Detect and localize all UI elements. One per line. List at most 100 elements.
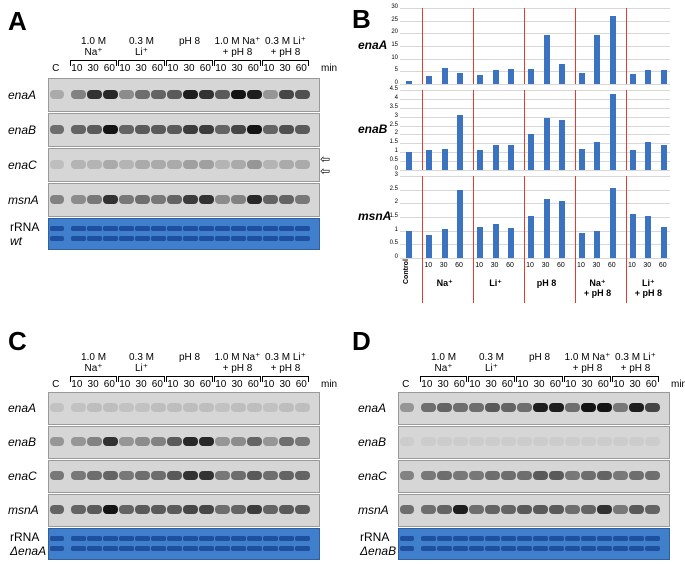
blot-band <box>118 159 134 169</box>
condition-bracket <box>564 376 611 382</box>
blot-band <box>645 505 661 514</box>
x-control-label: Control <box>403 259 411 284</box>
rrna-band-upper <box>468 536 484 541</box>
time-label: 10 <box>167 379 179 390</box>
x-time-label: 60 <box>607 262 616 269</box>
x-group-label: Na⁺ <box>436 278 453 288</box>
bar-enaA-10 <box>579 72 586 84</box>
condition-bracket <box>118 60 165 66</box>
blot-band <box>214 194 230 204</box>
blot-band <box>183 437 198 446</box>
gridline <box>400 258 670 259</box>
time-label: 60 <box>247 379 259 390</box>
condition-line-1: pH 8 <box>178 352 201 363</box>
condition-header: 0.3 M Li⁺ + pH 8 <box>250 36 320 58</box>
control-label: C <box>402 379 410 390</box>
bar-enaA-6 <box>508 68 515 84</box>
condition-header: pH 8 <box>155 36 225 47</box>
group-separator <box>524 8 526 84</box>
condition-bracket <box>214 376 261 382</box>
blot-band <box>516 403 532 412</box>
condition-line-2: + pH 8 <box>270 47 301 58</box>
chart-series-label: enaB <box>358 122 388 136</box>
y-tick-label: 20 <box>391 29 398 36</box>
control-label: C <box>52 63 60 74</box>
blot-band <box>166 505 182 514</box>
blot-band <box>279 89 294 99</box>
blot-band <box>231 89 246 99</box>
condition-header: 1.0 M Na⁺ + pH 8 <box>202 36 272 58</box>
bar-enaA-9 <box>559 63 565 84</box>
gridline <box>400 125 670 127</box>
blot-band <box>199 437 215 446</box>
blot-band <box>214 471 230 480</box>
blot-band <box>183 403 198 412</box>
gene-label: msnA <box>358 503 389 517</box>
rrna-band-lower <box>135 546 150 551</box>
control-label: C <box>52 379 60 390</box>
blot-band <box>118 471 134 480</box>
time-label: 30 <box>231 63 243 74</box>
rrna-band-lower <box>516 546 532 551</box>
time-label: 30 <box>581 379 593 390</box>
rrna-band-upper <box>199 536 215 541</box>
x-group-label: Li⁺ <box>489 278 503 288</box>
condition-line-2: Na⁺ <box>84 363 103 374</box>
condition-line-1: 0.3 M <box>129 352 155 363</box>
blot-band <box>118 505 134 514</box>
blot-strip <box>398 494 670 527</box>
time-label: 60 <box>549 379 561 390</box>
blot-band <box>453 505 469 514</box>
blot-band <box>214 159 230 169</box>
rrna-band-lower <box>231 546 246 551</box>
blot-band <box>103 159 119 169</box>
blot-band <box>533 505 548 514</box>
x-time-label: 60 <box>455 262 463 269</box>
blot-band <box>135 505 150 514</box>
rrna-strip <box>48 528 320 560</box>
chart-series-label: msnA <box>358 209 392 223</box>
bar-enaA-13 <box>629 73 636 84</box>
y-tick-label: 2 <box>394 130 398 137</box>
bar-enaA-7 <box>528 68 535 84</box>
blot-band <box>135 437 150 446</box>
unit-label: min <box>671 379 685 390</box>
x-time-label: 10 <box>577 262 585 269</box>
time-label: 10 <box>119 379 131 390</box>
bar-enaA-4 <box>477 75 484 84</box>
blot-band <box>151 124 167 134</box>
bar-enaA-8 <box>543 34 550 84</box>
blot-band <box>485 505 500 514</box>
condition-bracket <box>70 60 117 66</box>
y-tick-label: 0 <box>394 80 398 86</box>
rrna-band-upper <box>279 226 294 231</box>
blot-band <box>295 437 311 446</box>
blot-band <box>166 437 182 446</box>
blot-band <box>279 124 294 134</box>
blot-band <box>231 124 246 134</box>
rrna-band-lower <box>49 236 65 241</box>
condition-line-1: 1.0 M <box>81 36 107 47</box>
blot-band <box>645 403 661 412</box>
blot-band <box>501 505 517 514</box>
rrna-band-lower <box>199 546 215 551</box>
rrna-band-lower <box>118 546 134 551</box>
bar-msnA-10 <box>579 233 586 258</box>
rrna-band-lower <box>151 236 167 241</box>
rrna-band-lower <box>70 236 86 241</box>
bar-enaB-0 <box>406 152 413 170</box>
blot-band <box>295 471 311 480</box>
group-separator-axis <box>422 258 424 303</box>
blot-band <box>135 403 150 412</box>
blot-band <box>516 505 532 514</box>
time-label: 10 <box>565 379 577 390</box>
condition-bracket <box>468 376 515 382</box>
blot-band <box>262 89 278 99</box>
blot-band <box>581 471 596 480</box>
group-separator <box>524 176 526 258</box>
blot-band <box>612 403 628 412</box>
blot-band <box>549 403 565 412</box>
blot-band <box>135 159 150 169</box>
rrna-band-upper <box>262 226 278 231</box>
rrna-band-upper <box>214 536 230 541</box>
